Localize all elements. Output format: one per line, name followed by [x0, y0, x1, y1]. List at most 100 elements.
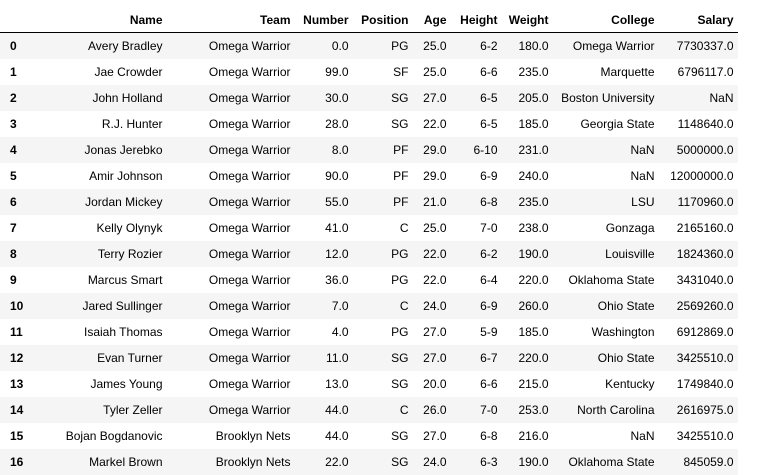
cell-age: 20.0 — [423, 377, 447, 391]
cell-college: Boston University — [561, 91, 655, 105]
cell-salary: 7730337.0 — [676, 39, 734, 53]
table-row: 13 James Young Omega Warrior 13.0 SG 20.0 6-6 2… — [0, 371, 738, 397]
table-row: 3 R.J. Hunter Omega Warrior 28.0 SG 22.0 6-5 18… — [0, 111, 738, 137]
cell-position: PG — [391, 325, 409, 339]
cell-number: 13.0 — [325, 377, 349, 391]
cell-number: 4.0 — [331, 325, 349, 339]
cell-team: Omega Warrior — [208, 195, 291, 209]
cell-weight: 185.0 — [518, 325, 549, 339]
row-index: 13 — [10, 377, 24, 391]
cell-number: 11.0 — [326, 351, 349, 365]
column-header-salary: Salary — [659, 8, 738, 33]
table-row: 2 John Holland Omega Warrior 30.0 SG 27.0 6-5 2… — [0, 85, 738, 111]
cell-age: 25.0 — [423, 65, 447, 79]
cell-age: 21.0 — [423, 195, 447, 209]
row-index: 0 — [10, 39, 17, 53]
cell-salary: 1148640.0 — [677, 117, 734, 131]
cell-height: 6-9 — [480, 299, 498, 313]
cell-height: 6-5 — [480, 91, 498, 105]
cell-position: PG — [391, 39, 409, 53]
cell-position: SG — [391, 117, 409, 131]
cell-age: 29.0 — [423, 143, 447, 157]
cell-height: 5-9 — [480, 325, 498, 339]
cell-position: PG — [391, 247, 409, 261]
cell-number: 44.0 — [325, 429, 349, 443]
cell-number: 28.0 — [325, 117, 349, 131]
cell-name: Marcus Smart — [87, 273, 163, 287]
cell-college: LSU — [631, 195, 655, 209]
cell-name: Jae Crowder — [94, 65, 163, 79]
cell-team: Brooklyn Nets — [215, 429, 291, 443]
cell-name: Markel Brown — [89, 455, 163, 469]
dataframe-output: Name Team Number Position Age Height Weight Col… — [0, 8, 738, 475]
cell-position: SG — [391, 351, 409, 365]
cell-college: NaN — [630, 169, 655, 183]
cell-name: R.J. Hunter — [101, 117, 163, 131]
cell-weight: 235.0 — [518, 195, 549, 209]
cell-college: Washington — [591, 325, 655, 339]
cell-number: 12.0 — [325, 247, 349, 261]
cell-weight: 220.0 — [518, 273, 549, 287]
cell-height: 6-7 — [480, 351, 498, 365]
cell-age: 27.0 — [423, 325, 447, 339]
cell-team: Omega Warrior — [208, 247, 291, 261]
cell-weight: 190.0 — [518, 455, 549, 469]
cell-college: Oklahoma State — [568, 273, 655, 287]
cell-team: Omega Warrior — [208, 91, 291, 105]
cell-age: 22.0 — [423, 117, 447, 131]
table-row: 0 Avery Bradley Omega Warrior 0.0 PG 25.0 6-2 1… — [0, 32, 738, 59]
cell-name: Tyler Zeller — [103, 403, 163, 417]
cell-height: 6-2 — [480, 39, 498, 53]
cell-number: 44.0 — [325, 403, 349, 417]
cell-name: James Young — [90, 377, 163, 391]
cell-salary: 3425510.0 — [676, 351, 734, 365]
cell-weight: 205.0 — [518, 91, 549, 105]
row-index: 4 — [10, 143, 17, 157]
cell-salary: 3431040.0 — [676, 273, 734, 287]
cell-position: SG — [391, 429, 409, 443]
cell-weight: 180.0 — [518, 39, 549, 53]
cell-age: 29.0 — [423, 169, 447, 183]
cell-number: 22.0 — [325, 455, 349, 469]
column-header-team: Team — [167, 8, 295, 33]
cell-number: 8.0 — [331, 143, 349, 157]
cell-position: C — [399, 299, 409, 313]
row-index: 3 — [10, 117, 17, 131]
row-index: 12 — [10, 351, 24, 365]
cell-height: 6-3 — [480, 455, 498, 469]
cell-position: PF — [393, 195, 409, 209]
column-header-position: Position — [353, 8, 413, 33]
cell-college: NaN — [630, 429, 655, 443]
row-index: 15 — [10, 429, 24, 443]
cell-salary: NaN — [709, 91, 734, 105]
cell-salary: 2165160.0 — [676, 221, 734, 235]
cell-weight: 253.0 — [518, 403, 549, 417]
cell-position: PF — [393, 169, 409, 183]
cell-salary: 2569260.0 — [676, 299, 734, 313]
cell-name: Evan Turner — [97, 351, 163, 365]
cell-college: Gonzaga — [605, 221, 655, 235]
cell-college: Kentucky — [605, 377, 655, 391]
cell-name: Kelly Olynyk — [96, 221, 163, 235]
table-row: 15 Bojan Bogdanovic Brooklyn Nets 44.0 SG 27.… — [0, 423, 738, 449]
cell-position: PG — [391, 273, 409, 287]
cell-name: John Holland — [92, 91, 163, 105]
row-index: 11 — [10, 325, 23, 339]
cell-salary: 6912869.0 — [676, 325, 734, 339]
cell-age: 27.0 — [423, 429, 447, 443]
cell-age: 27.0 — [423, 351, 447, 365]
cell-height: 6-6 — [480, 377, 498, 391]
column-header-index — [0, 8, 48, 33]
cell-team: Omega Warrior — [208, 143, 291, 157]
table-row: 8 Terry Rozier Omega Warrior 12.0 PG 22.0 6-2 1… — [0, 241, 738, 267]
cell-salary: 5000000.0 — [676, 143, 734, 157]
table-body: 0 Avery Bradley Omega Warrior 0.0 PG 25.0 6-2 1… — [0, 32, 738, 475]
cell-team: Omega Warrior — [208, 403, 291, 417]
table-row: 14 Tyler Zeller Omega Warrior 44.0 C 26.0 7-0 2… — [0, 397, 738, 423]
cell-salary: 12000000.0 — [670, 169, 734, 183]
cell-weight: 240.0 — [518, 169, 549, 183]
cell-team: Omega Warrior — [208, 221, 291, 235]
cell-position: C — [399, 403, 409, 417]
cell-weight: 238.0 — [518, 221, 549, 235]
table-row: 4 Jonas Jerebko Omega Warrior 8.0 PF 29.0 6-10… — [0, 137, 738, 163]
